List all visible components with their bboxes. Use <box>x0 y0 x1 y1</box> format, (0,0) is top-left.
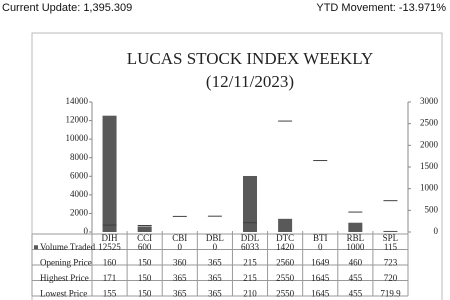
chart-frame <box>31 32 443 300</box>
table-cell: 360 <box>173 257 187 267</box>
y2-tick-label: 2000 <box>420 139 439 149</box>
table-cell: 1000 <box>346 242 365 252</box>
x-tick-label: BTI <box>313 233 328 243</box>
table-cell: 600 <box>138 242 152 252</box>
y2-tick-label: 1500 <box>420 161 439 171</box>
table-cell: 210 <box>243 288 257 298</box>
table-cell: 150 <box>138 257 152 267</box>
table-cell: 171 <box>103 273 117 283</box>
x-tick-label: DTC <box>276 233 294 243</box>
table-cell: 150 <box>138 273 152 283</box>
legend-label: Volume Traded <box>40 242 96 252</box>
table-cell: 215 <box>243 273 257 283</box>
table-cell: 455 <box>349 273 363 283</box>
x-tick-label: SPL <box>383 233 399 243</box>
table-cell: 455 <box>349 288 363 298</box>
y-tick-label: 10000 <box>66 133 89 143</box>
table-cell: 460 <box>349 257 363 267</box>
table-cell: 6033 <box>241 242 260 252</box>
y2-tick-label: 3000 <box>420 96 439 106</box>
y2-tick-label: 500 <box>425 204 439 214</box>
current-update: Current Update: 1,395.309 <box>2 2 132 14</box>
volume-bar <box>102 115 117 232</box>
x-tick-label: CBI <box>172 233 187 243</box>
table-cell: 160 <box>103 257 117 267</box>
y2-tick-label: 2500 <box>420 118 439 128</box>
legend-label: Highest Price <box>40 273 89 283</box>
legend-label: Opening Price <box>40 257 92 267</box>
chart-subtitle: (12/11/2023) <box>206 72 294 91</box>
table-cell: 719.9 <box>380 288 401 298</box>
table-cell: 365 <box>208 273 222 283</box>
table-cell: 365 <box>208 257 222 267</box>
table-cell: 1420 <box>276 242 295 252</box>
table-cell: 215 <box>243 257 257 267</box>
volume-bar <box>243 175 257 232</box>
y2-tick-label: 1000 <box>420 183 439 193</box>
x-tick-label: DIH <box>102 233 118 243</box>
table-cell: 365 <box>173 273 187 283</box>
volume-bar <box>137 226 152 232</box>
y-tick-label: 12000 <box>66 115 89 125</box>
table-cell: 1645 <box>311 288 330 298</box>
table-cell: 365 <box>173 288 187 298</box>
table-cell: 365 <box>208 288 222 298</box>
table-cell: 0 <box>213 242 218 252</box>
y-tick-label: 6000 <box>70 170 89 180</box>
table-cell: 1645 <box>311 273 330 283</box>
ytd-movement: YTD Movement: -13.971% <box>316 2 446 14</box>
table-cell: 2560 <box>276 257 295 267</box>
table-cell: 723 <box>384 257 398 267</box>
y-tick-label: 4000 <box>70 189 89 199</box>
y-tick-label: 2000 <box>70 207 89 217</box>
y-tick-label: 14000 <box>66 96 89 106</box>
x-tick-label: DBL <box>206 233 224 243</box>
table-cell: 1649 <box>311 257 330 267</box>
table-cell: 2550 <box>276 273 295 283</box>
table-cell: 720 <box>384 273 398 283</box>
volume-bar <box>278 218 293 232</box>
table-cell: 0 <box>318 242 323 252</box>
legend-label: Lowest Price <box>40 288 87 298</box>
table-cell: 115 <box>384 242 398 252</box>
table-cell: 150 <box>138 288 152 298</box>
table-cell: 155 <box>103 288 117 298</box>
table-cell: 2550 <box>276 288 295 298</box>
volume-bar <box>383 230 398 232</box>
volume-bar <box>348 222 363 232</box>
legend-swatch <box>34 245 38 250</box>
x-tick-label: DDL <box>241 233 260 243</box>
table-cell: 0 <box>178 242 183 252</box>
table-cell: 12525 <box>98 242 121 252</box>
y-tick-label: 8000 <box>70 152 89 162</box>
y2-tick-label: 0 <box>434 226 439 236</box>
x-tick-label: CCI <box>137 233 152 243</box>
x-tick-label: RBL <box>347 233 365 243</box>
y-tick-label: 0 <box>84 226 89 236</box>
chart-title: LUCAS STOCK INDEX WEEKLY <box>127 49 374 68</box>
